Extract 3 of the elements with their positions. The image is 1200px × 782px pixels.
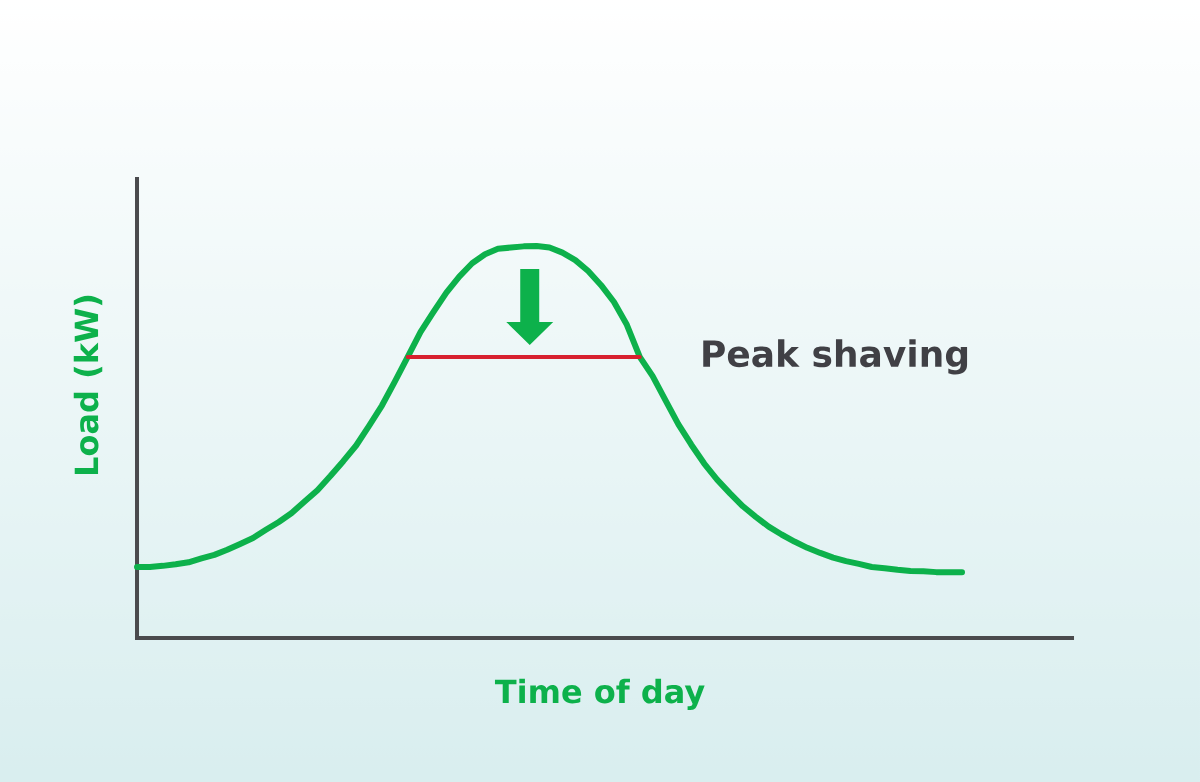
y-axis-title: Load (kW): [73, 295, 103, 474]
series-label: Peak shaving: [703, 339, 968, 375]
x-axis-title: Time of day: [494, 678, 705, 710]
